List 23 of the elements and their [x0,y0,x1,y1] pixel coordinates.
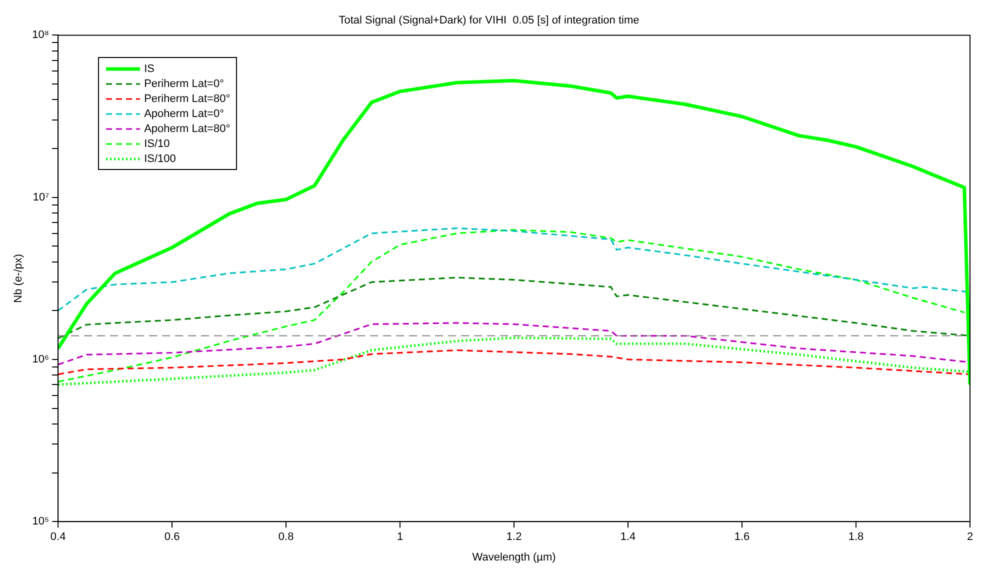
x-tick-label: 1 [396,531,404,544]
chart-title: Total Signal (Signal+Dark) for VIHI 0.05 [s] of integration time [338,14,640,27]
x-tick-label: 1.8 [848,531,864,544]
legend-label: Apoherm Lat=80° [144,122,230,135]
x-tick-label: 1.4 [620,531,636,544]
legend-label: Periherm Lat=80° [144,92,230,105]
legend-label: IS/10 [144,138,170,150]
y-tick-label: 10⁶ [32,354,50,366]
legend-label: Apoherm Lat=0° [144,108,224,120]
y-axis-title: Nb (e-/px) [12,254,25,303]
y-tick-label: 10⁸ [32,29,50,42]
x-tick-label: 0.8 [278,531,294,544]
x-tick-label: 0.6 [164,531,180,544]
x-tick-label: 1.6 [734,531,750,544]
x-tick-label: 1.2 [506,531,522,544]
x-axis-title: Wavelength (µm) [472,551,556,564]
x-tick-label: 2 [966,531,974,544]
y-tick-label: 10⁷ [32,191,50,204]
legend-label: IS [144,62,154,75]
legend-label: Periherm Lat=0° [144,78,224,90]
y-tick-label: 10⁵ [32,516,50,528]
legend-label: IS/100 [144,152,176,165]
x-tick-label: 0.4 [50,531,66,544]
